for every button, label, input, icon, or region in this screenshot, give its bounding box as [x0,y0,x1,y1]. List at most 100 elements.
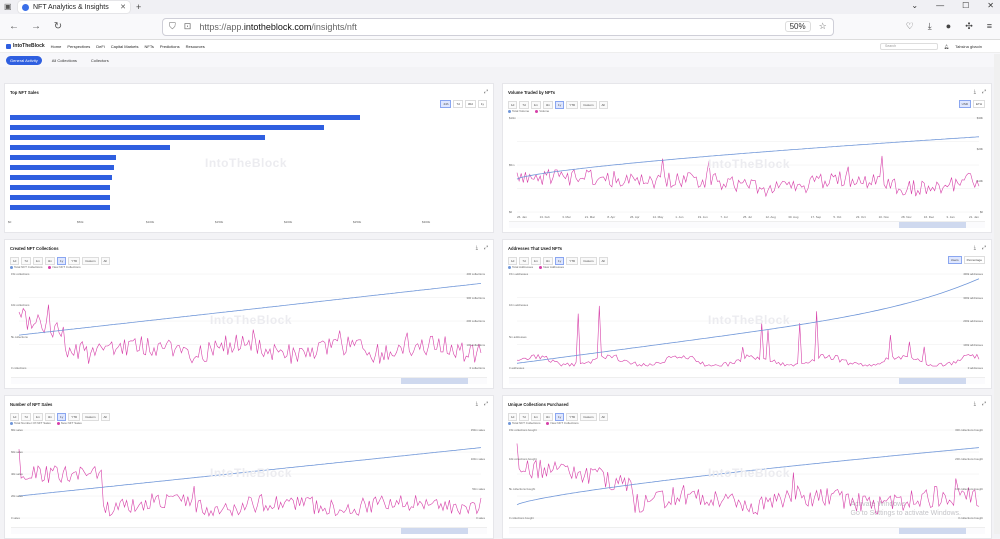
navigator-selection[interactable] [899,378,966,384]
filter-1d[interactable]: 1d [10,257,20,265]
filter-3m[interactable]: 3m [44,413,56,421]
nav-defi[interactable]: DeFi [96,43,105,49]
filter-7d[interactable]: 7d [21,257,31,265]
pocket-icon[interactable]: ♡ [905,21,914,31]
bookmark-star-icon[interactable]: ☆ [818,21,827,31]
filter-1m[interactable]: 1m [32,257,43,265]
filter-All[interactable]: All [100,257,110,265]
page-scrollbar[interactable] [994,54,1000,534]
range-navigator[interactable] [509,377,985,384]
legend-new[interactable]: New Addresses [539,265,564,269]
download-icon[interactable]: ⤓ [973,245,976,251]
close-icon[interactable]: ✕ [120,4,126,11]
filter-All[interactable]: All [598,101,608,109]
filter-24h[interactable]: 24h [440,100,452,108]
legend-total[interactable]: Total Addresses [508,265,533,269]
nav-home[interactable]: Home [50,43,62,49]
maximize-icon[interactable]: ☐ [962,1,970,10]
download-icon[interactable]: ⤓ [475,401,478,407]
filter-1y[interactable]: 1y [555,413,565,421]
range-navigator[interactable] [11,377,487,384]
site-search-input[interactable]: Search [880,42,938,50]
tab-list-icon[interactable]: ▣ [4,2,12,11]
filter-All[interactable]: All [100,413,110,421]
filter-3m[interactable]: 3m [44,257,56,265]
filter-7d[interactable]: 7d [21,413,31,421]
line-chart[interactable] [503,240,992,389]
download-icon[interactable]: ⤓ [973,401,976,407]
navigator-selection[interactable] [899,528,966,534]
line-chart[interactable] [5,396,494,539]
filter-1y[interactable]: 1y [477,100,487,108]
filter-1y[interactable]: 1y [555,101,565,109]
filter-7d[interactable]: 7d [519,257,529,265]
download-icon[interactable]: ⤓ [475,245,478,251]
filter-1d[interactable]: 1d [508,257,518,265]
new-tab-icon[interactable]: + [136,2,142,12]
filter-1m[interactable]: 1m [530,101,541,109]
line-chart[interactable] [503,84,992,233]
account-icon[interactable]: ● [945,21,952,31]
filter-1d[interactable]: 1d [10,413,20,421]
filter-7d[interactable]: 7d [519,101,529,109]
filter-1m[interactable]: 1m [32,413,43,421]
range-navigator[interactable] [509,527,985,534]
menu-icon[interactable]: ≡ [986,21,992,31]
filter-3m[interactable]: 3m [542,257,554,265]
nav-resources[interactable]: Resources [185,43,205,49]
browser-tab[interactable]: NFT Analytics & Insights ✕ [18,1,130,13]
toggle-eth[interactable]: ETH [973,100,985,108]
expand-icon[interactable]: ⤢ [981,401,986,407]
nav-predictions[interactable]: Predictions [159,43,180,49]
filter-Custom[interactable]: Custom [580,257,597,265]
expand-icon[interactable]: ⤢ [981,89,986,95]
legend-new[interactable]: New NFT Collections [546,421,579,425]
legend-total[interactable]: Total NFT Collections [10,265,42,269]
legend-new[interactable]: New NFT Sales [56,421,82,425]
reload-icon[interactable]: ↻ [53,21,63,32]
shield-icon[interactable]: ⛉ [169,21,176,31]
legend-new[interactable]: New NFT Collections [48,265,81,269]
toggle-usd[interactable]: USD [958,100,971,108]
legend-total[interactable]: Total NFT Collections [508,421,540,425]
line-chart[interactable] [5,240,494,389]
expand-icon[interactable]: ⤢ [981,245,986,251]
extensions-icon[interactable]: ✣ [965,21,973,31]
nav-perspectives[interactable]: Perspectives [67,43,91,49]
expand-icon[interactable]: ⤢ [483,89,488,95]
filter-Custom[interactable]: Custom [82,257,99,265]
nav-nfts[interactable]: NFTs [144,43,154,49]
filter-7d[interactable]: 7d [519,413,529,421]
filter-YTD[interactable]: YTD [566,257,579,265]
expand-icon[interactable]: ⌄ [911,1,919,10]
filter-1d[interactable]: 1d [508,413,518,421]
filter-1y[interactable]: 1y [57,257,67,265]
notification-icon[interactable]: 🔔︎ [944,43,950,49]
filter-YTD[interactable]: YTD [566,101,579,109]
filter-3m[interactable]: 3m [542,101,554,109]
filter-Custom[interactable]: Custom [580,413,597,421]
tab-collectors[interactable]: Collectors [90,57,109,63]
forward-icon[interactable]: → [31,21,41,32]
filter-All[interactable]: All [598,413,608,421]
tab-all-collections[interactable]: All Collections [51,57,77,63]
nav-capital-markets[interactable]: Capital Markets [110,43,139,49]
range-navigator[interactable] [11,527,487,534]
filter-1y[interactable]: 1y [555,257,565,265]
navigator-selection[interactable] [401,378,468,384]
toggle-percentage[interactable]: Percentage [963,256,985,264]
zoom-level[interactable]: 50% [784,21,811,32]
navigator-selection[interactable] [899,222,966,228]
filter-Custom[interactable]: Custom [580,101,597,109]
minimize-icon[interactable]: — [936,1,945,10]
filter-30d[interactable]: 30d [464,100,476,108]
user-menu[interactable]: Tahsina gbaoin [955,43,982,49]
filter-Custom[interactable]: Custom [82,413,99,421]
filter-7d[interactable]: 7d [453,100,463,108]
filter-All[interactable]: All [598,257,608,265]
filter-1m[interactable]: 1m [530,413,541,421]
close-window-icon[interactable]: ✕ [987,1,994,10]
downloads-icon[interactable]: ⤓ [927,21,932,31]
filter-3m[interactable]: 3m [542,413,554,421]
filter-YTD[interactable]: YTD [566,413,579,421]
